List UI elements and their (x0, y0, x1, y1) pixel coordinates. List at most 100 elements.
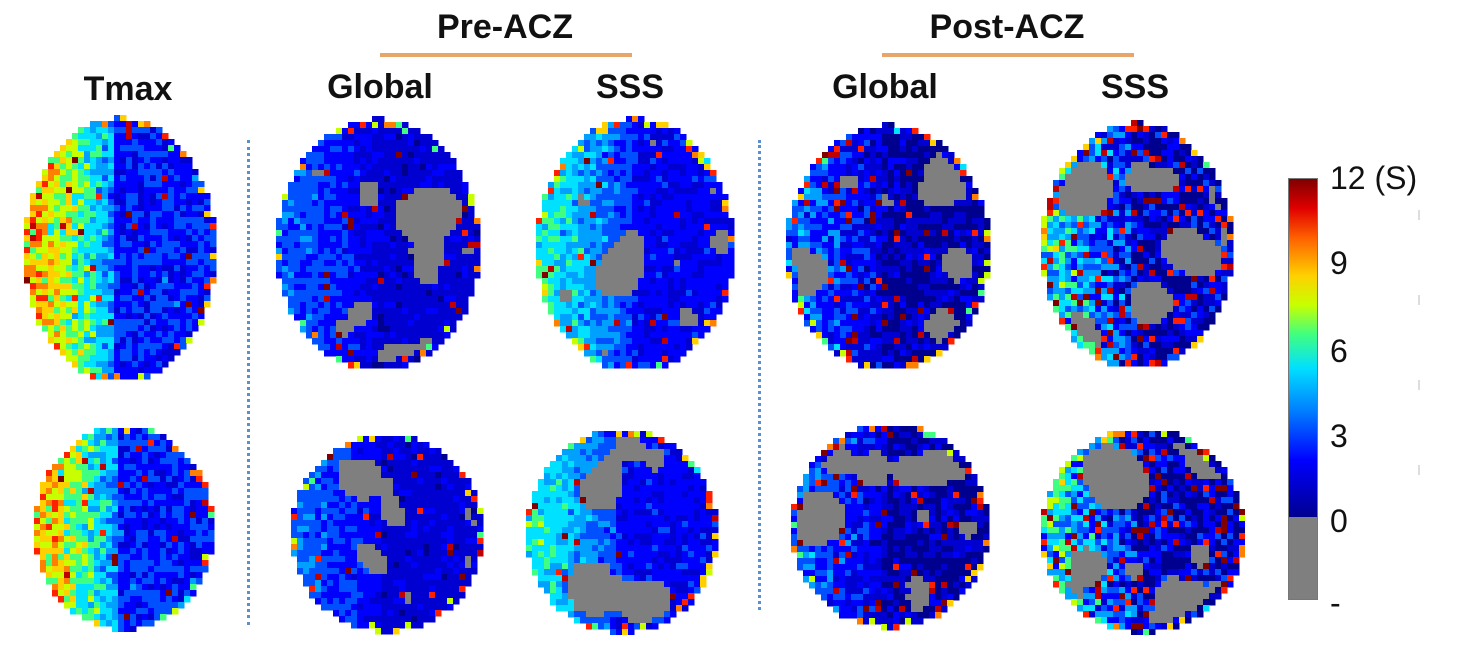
scan-pixel (900, 356, 907, 363)
scan-pixel (126, 355, 133, 362)
scan-pixel (554, 254, 561, 261)
scan-pixel (306, 158, 313, 165)
scan-pixel (384, 218, 391, 225)
scan-pixel (300, 254, 307, 261)
scan-pixel (888, 278, 895, 285)
scan-pixel (638, 308, 645, 315)
scan-pixel (1131, 120, 1138, 127)
scan-pixel (644, 350, 651, 357)
scan-pixel (572, 242, 579, 249)
scan-pixel (710, 194, 717, 201)
scan-pixel (204, 205, 211, 212)
scan-pixel (348, 272, 355, 279)
scan-pixel (102, 367, 109, 374)
scan-pixel (1149, 240, 1156, 247)
scan-pixel (162, 151, 169, 158)
scan-pixel (1167, 174, 1174, 181)
scan-pixel (396, 350, 403, 357)
scan-pixel (330, 332, 337, 339)
scan-pixel (680, 302, 687, 309)
scan-pixel (644, 272, 651, 279)
scan-pixel (584, 314, 591, 321)
scan-pixel (662, 356, 669, 363)
scan-pixel (810, 290, 817, 297)
scan-pixel (1113, 144, 1120, 151)
scan-pixel (924, 308, 931, 315)
scan-pixel (804, 224, 811, 231)
scan-pixel (30, 235, 37, 242)
scan-pixel (846, 146, 853, 153)
scan-pixel (882, 230, 889, 237)
scan-pixel (632, 278, 639, 285)
scan-pixel (330, 152, 337, 159)
scan-pixel (306, 236, 313, 243)
scan-pixel (626, 242, 633, 249)
scan-pixel (192, 307, 199, 314)
scan-pixel (312, 176, 319, 183)
scan-pixel (96, 187, 103, 194)
scan-pixel (444, 254, 451, 261)
scan-pixel (590, 308, 597, 315)
scan-pixel (650, 176, 657, 183)
scan-pixel (132, 139, 139, 146)
scan-pixel (804, 272, 811, 279)
scan-pixel (336, 314, 343, 321)
scan-pixel (1209, 210, 1216, 217)
scan-pixel (858, 146, 865, 153)
scan-pixel (294, 224, 301, 231)
scan-pixel (542, 272, 549, 279)
scan-pixel (1119, 204, 1126, 211)
scan-pixel (906, 266, 913, 273)
scan-pixel (822, 200, 829, 207)
scan-pixel (1131, 186, 1138, 193)
scan-pixel (560, 290, 567, 297)
scan-pixel (822, 194, 829, 201)
scan-pixel (1107, 228, 1114, 235)
scan-pixel (1185, 174, 1192, 181)
scan-pixel (438, 266, 445, 273)
scan-pixel (294, 314, 301, 321)
scan-pixel (846, 224, 853, 231)
scan-pixel (864, 188, 871, 195)
scan-pixel (656, 152, 663, 159)
scan-pixel (596, 314, 603, 321)
scan-pixel (330, 218, 337, 225)
scan-pixel (638, 182, 645, 189)
scan-pixel (378, 194, 385, 201)
scan-pixel (602, 272, 609, 279)
scan-pixel (426, 350, 433, 357)
scan-pixel (1191, 150, 1198, 157)
scan-pixel (620, 182, 627, 189)
scan-pixel (1071, 168, 1078, 175)
scan-pixel (966, 320, 973, 327)
scan-pixel (126, 283, 133, 290)
scan-pixel (1113, 192, 1120, 199)
scan-pixel (114, 277, 121, 284)
scan-pixel (432, 326, 439, 333)
scan-pixel (42, 289, 49, 296)
scan-pixel (390, 242, 397, 249)
scan-pixel (60, 313, 67, 320)
scan-pixel (138, 175, 145, 182)
scan-pixel (704, 206, 711, 213)
scan-pixel (828, 332, 835, 339)
scan-image (536, 116, 735, 369)
scan-pixel (336, 266, 343, 273)
scan-pixel (1083, 204, 1090, 211)
scan-pixel (420, 254, 427, 261)
scan-pixel (1227, 240, 1234, 247)
scan-pixel (650, 134, 657, 141)
scan-pixel (354, 314, 361, 321)
scan-pixel (692, 278, 699, 285)
scan-pixel (656, 260, 663, 267)
scan-pixel (1125, 240, 1132, 247)
scan-pixel (108, 343, 115, 350)
scan-pixel (834, 278, 841, 285)
scan-pixel (1059, 198, 1066, 205)
scan-pixel (408, 158, 415, 165)
scan-pixel (114, 325, 121, 332)
scan-pixel (366, 206, 373, 213)
scan-pixel (686, 164, 693, 171)
scan-pixel (834, 182, 841, 189)
scan-pixel (282, 230, 289, 237)
